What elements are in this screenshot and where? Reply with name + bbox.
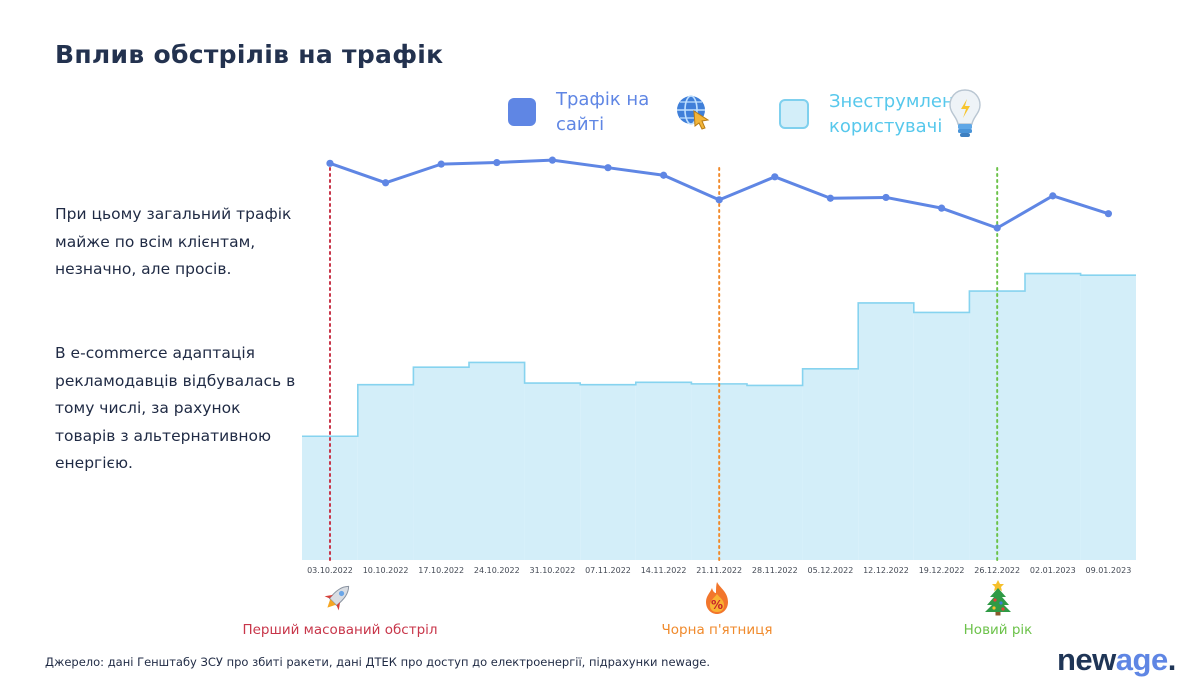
x-tick-label: 09.01.2023: [1085, 566, 1131, 575]
traffic-point: [938, 204, 946, 212]
users-step-bar: [357, 384, 414, 560]
users-step-bar: [858, 302, 914, 560]
users-step-bar: [635, 382, 692, 560]
traffic-point: [382, 179, 390, 187]
source-note: Джерело: дані Генштабу ЗСУ про збиті рак…: [45, 655, 711, 669]
side-paragraph-2: В e-commerce адаптація рекламодавців від…: [55, 344, 296, 472]
users-step-bar: [747, 385, 803, 560]
x-tick-label: 31.10.2022: [529, 566, 575, 575]
x-tick-label: 07.11.2022: [585, 566, 631, 575]
traffic-point: [1104, 210, 1112, 218]
users-step-bar: [524, 383, 581, 560]
x-tick-label: 14.11.2022: [641, 566, 687, 575]
traffic-point: [604, 164, 612, 172]
x-tick-label: 26.12.2022: [974, 566, 1020, 575]
users-step-bar: [1025, 273, 1081, 560]
legend-traffic-swatch: [508, 98, 536, 126]
traffic-point: [660, 171, 668, 179]
lightbulb-icon: [949, 89, 981, 137]
traffic-point: [882, 193, 890, 202]
traffic-point: [993, 224, 1001, 232]
globe-cursor-icon: [677, 95, 710, 130]
users-step-bar: [580, 384, 636, 560]
legend-traffic: Трафік на сайті: [508, 87, 712, 137]
event-label-first-strike: Перший масований обстріл: [242, 622, 438, 638]
page-title: Вплив обстрілів на трафік: [55, 40, 444, 69]
x-tick-label: 21.11.2022: [696, 566, 742, 575]
traffic-point: [548, 156, 557, 164]
users-step-bar: [802, 368, 859, 560]
x-tick-label: 19.12.2022: [919, 566, 965, 575]
traffic-point: [326, 159, 334, 167]
logo-part-dot: .: [1167, 642, 1177, 677]
legend-users: Знеструмлені користувачі: [779, 87, 983, 141]
x-tick-label: 17.10.2022: [418, 566, 464, 575]
traffic-point: [771, 173, 779, 181]
traffic-point: [826, 194, 835, 202]
traffic-point: [437, 160, 445, 168]
x-tick-label: 24.10.2022: [474, 566, 520, 575]
traffic-point: [715, 196, 723, 204]
legend-users-label: Знеструмлені користувачі: [829, 91, 959, 137]
legend-traffic-label: Трафік на сайті: [556, 89, 650, 135]
x-tick-label: 02.01.2023: [1030, 566, 1076, 575]
users-step-bar: [913, 312, 970, 560]
traffic-point: [493, 158, 501, 167]
fire-percent-icon: %: [706, 582, 728, 614]
christmas-tree-icon: [985, 580, 1011, 616]
legend-users-swatch: [779, 99, 809, 129]
x-tick-label: 05.12.2022: [807, 566, 853, 575]
x-tick-label: 03.10.2022: [307, 566, 353, 575]
side-paragraph-1: При цьому загальний трафік майже по всім…: [55, 205, 292, 278]
traffic-point: [1049, 192, 1057, 200]
newage-logo: newage.: [1057, 642, 1176, 678]
x-tick-label: 28.11.2022: [752, 566, 798, 575]
svg-text:%: %: [711, 598, 723, 612]
rocket-icon: [324, 585, 350, 611]
event-label-black-friday: Чорна п'ятниця: [661, 622, 773, 638]
users-step-bar: [413, 367, 469, 560]
x-tick-label: 10.10.2022: [363, 566, 409, 575]
x-tick-label: 12.12.2022: [863, 566, 909, 575]
event-label-new-year: Новий рік: [963, 622, 1033, 638]
logo-part-age: age: [1115, 642, 1168, 677]
users-step-bar: [469, 362, 525, 560]
users-step-bar: [1080, 275, 1136, 560]
logo-part-new: new: [1057, 642, 1116, 677]
